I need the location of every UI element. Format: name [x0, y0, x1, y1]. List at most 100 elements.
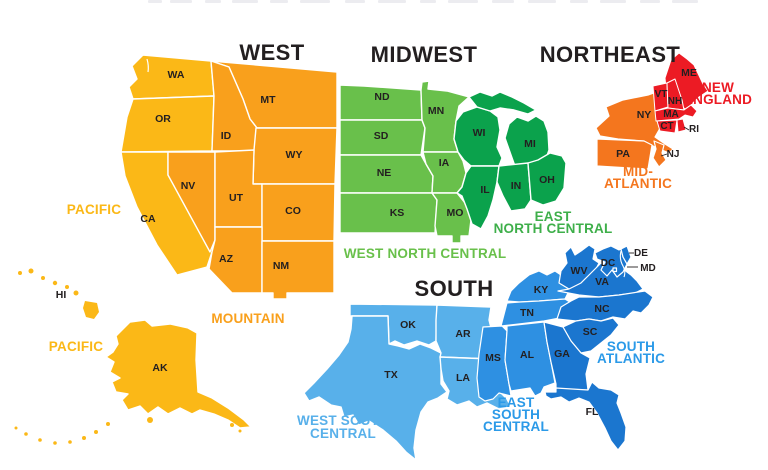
- island: [24, 432, 28, 436]
- division-mountain: [167, 60, 338, 300]
- division-west-north-central: [339, 80, 472, 244]
- puget-sound: [146, 58, 149, 73]
- region-title-south: SOUTH: [415, 276, 494, 301]
- state-shape-ri: [676, 118, 687, 133]
- island: [147, 417, 153, 423]
- label-midatl-1: MID-: [623, 164, 653, 179]
- state-label-ma: MA: [663, 109, 679, 120]
- state-label-dc: DC: [601, 258, 615, 269]
- island: [38, 438, 42, 442]
- state-shape-ks: [339, 192, 438, 234]
- state-label-ut: UT: [229, 192, 244, 204]
- label-wsc-2: CENTRAL: [310, 426, 376, 441]
- state-label-ky: KY: [534, 284, 549, 296]
- state-shape-dc: [612, 267, 618, 273]
- label-esc-3: CENTRAL: [483, 419, 549, 434]
- state-shape-de: [620, 245, 632, 265]
- division-pacific: [14, 54, 252, 445]
- state-label-ok: OK: [400, 319, 416, 331]
- state-label-la: LA: [456, 372, 470, 384]
- division-labels: PACIFIC PACIFIC MOUNTAIN WEST NORTH CENT…: [49, 80, 752, 441]
- state-label-ks: KS: [390, 207, 405, 219]
- division-south-atlantic: [543, 244, 654, 451]
- island: [18, 271, 22, 275]
- state-label-nv: NV: [181, 180, 196, 192]
- state-label-me: ME: [681, 67, 697, 79]
- island: [14, 426, 18, 430]
- state-label-nc: NC: [594, 303, 610, 315]
- island: [106, 422, 110, 426]
- state-shape-mi: [504, 115, 550, 170]
- state-label-al: AL: [520, 349, 535, 361]
- hawaii-islands: [18, 268, 99, 319]
- state-label-md: MD: [640, 263, 656, 274]
- label-wnc: WEST NORTH CENTRAL: [344, 246, 507, 261]
- aleutian-islands: [14, 417, 242, 445]
- region-title-midwest: MIDWEST: [371, 42, 478, 67]
- state-shape-nh: [666, 78, 685, 111]
- label-ne-1: NEW: [702, 80, 734, 95]
- division-new-england: [652, 52, 709, 134]
- state-label-tn: TN: [520, 307, 534, 319]
- chesapeake-bay: [619, 250, 626, 278]
- island: [238, 429, 242, 433]
- island: [94, 430, 98, 434]
- state-label-sc: SC: [583, 326, 598, 338]
- leader-lines: [627, 126, 690, 268]
- label-esc-2: SOUTH: [492, 407, 540, 422]
- cropped-title-remnant: [148, 0, 698, 3]
- state-shape-oh: [527, 152, 567, 206]
- state-label-ri: RI: [689, 124, 699, 135]
- island: [65, 285, 69, 289]
- region-titles: WEST MIDWEST NORTHEAST SOUTH: [239, 40, 680, 301]
- state-label-il: IL: [480, 184, 490, 196]
- state-label-mi: MI: [524, 138, 536, 150]
- division-east-north-central: [453, 91, 567, 230]
- island: [41, 276, 45, 280]
- state-shape-nv: [167, 151, 216, 253]
- state-label-ne: NE: [377, 167, 392, 179]
- state-label-ak: AK: [152, 362, 168, 374]
- state-shape-tn: [500, 298, 574, 327]
- state-label-nd: ND: [374, 91, 390, 103]
- state-shape-md: [594, 245, 628, 278]
- division-west-south-central: [303, 303, 512, 461]
- division-east-south-central: [476, 270, 574, 402]
- island: [52, 280, 58, 286]
- state-label-mn: MN: [428, 105, 444, 117]
- island: [68, 440, 72, 444]
- state-label-oh: OH: [539, 174, 555, 186]
- state-label-fl: FL: [586, 406, 599, 418]
- state-shape-fl: [544, 381, 627, 451]
- label-pacific-ak: PACIFIC: [49, 339, 103, 354]
- label-ne-2: ENGLAND: [684, 92, 752, 107]
- label-satl-2: ATLANTIC: [597, 351, 665, 366]
- state-label-ms: MS: [485, 352, 501, 364]
- state-shape-ct: [656, 119, 678, 134]
- state-shape-nm: [261, 240, 335, 300]
- state-label-de: DE: [634, 248, 648, 259]
- state-label-sd: SD: [374, 130, 389, 142]
- state-label-hi: HI: [56, 289, 67, 301]
- state-shape-az: [208, 226, 263, 294]
- label-satl-1: SOUTH: [607, 339, 655, 354]
- state-label-pa: PA: [616, 148, 630, 160]
- state-label-tx: TX: [384, 369, 397, 381]
- state-labels: WA OR CA AK HI MT ID WY NV UT CO AZ NM N…: [56, 67, 699, 418]
- label-enc-1: EAST: [535, 209, 572, 224]
- state-label-co: CO: [285, 205, 301, 217]
- state-label-ct: CT: [660, 121, 673, 132]
- region-title-west: WEST: [239, 40, 304, 65]
- label-midatl-2: ATLANTIC: [604, 176, 672, 191]
- state-label-in: IN: [511, 180, 522, 192]
- state-shape-mi-up: [468, 91, 537, 115]
- division-mid-atlantic: [595, 90, 674, 170]
- state-label-wa: WA: [168, 69, 185, 81]
- state-label-or: OR: [155, 113, 171, 125]
- state-label-ar: AR: [455, 328, 471, 340]
- label-wsc-1: WEST SOUTH: [297, 413, 389, 428]
- state-label-wv: WV: [571, 265, 588, 277]
- island: [82, 436, 86, 440]
